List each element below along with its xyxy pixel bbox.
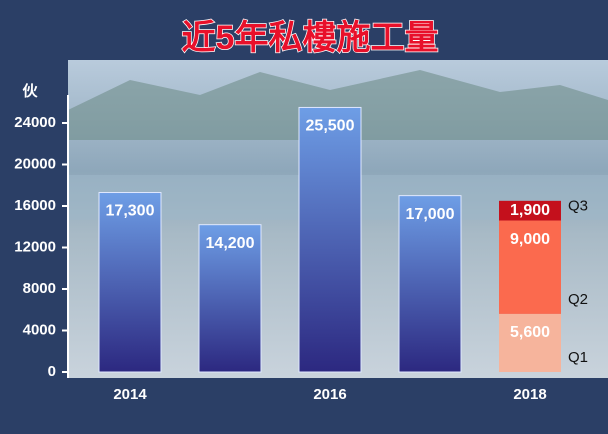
x-tick-label: 2014 bbox=[113, 386, 147, 403]
bar bbox=[499, 313, 561, 372]
x-tick-label: 2018 bbox=[513, 386, 546, 403]
y-tick-label: 20000 bbox=[14, 155, 56, 172]
value-label: 9,000 bbox=[510, 231, 550, 248]
y-tick-label: 24000 bbox=[14, 114, 56, 131]
x-tick-label: 2016 bbox=[313, 386, 346, 403]
series-label: Q2 bbox=[568, 291, 588, 308]
y-tick-label: 12000 bbox=[14, 238, 56, 255]
y-axis-unit: 伙 bbox=[22, 82, 38, 100]
value-label: 14,200 bbox=[206, 235, 255, 252]
y-tick-label: 8000 bbox=[23, 280, 56, 297]
bar bbox=[398, 195, 462, 373]
y-tick-label: 16000 bbox=[14, 197, 56, 214]
value-label: 5,600 bbox=[510, 324, 550, 341]
value-label: 1,900 bbox=[510, 202, 550, 219]
series-label: Q1 bbox=[568, 349, 588, 366]
bar bbox=[198, 224, 262, 373]
bar bbox=[499, 200, 561, 221]
series-label: Q3 bbox=[568, 198, 588, 215]
bar bbox=[499, 220, 561, 314]
y-tick-label: 0 bbox=[48, 363, 56, 380]
bar bbox=[98, 192, 162, 373]
y-tick-label: 4000 bbox=[23, 321, 56, 338]
value-label: 17,300 bbox=[106, 203, 155, 220]
value-label: 25,500 bbox=[306, 118, 355, 135]
chart-title: 近5年私樓施工量 bbox=[182, 19, 439, 57]
bar bbox=[298, 106, 362, 373]
hills bbox=[68, 70, 608, 140]
value-label: 17,000 bbox=[406, 206, 455, 223]
